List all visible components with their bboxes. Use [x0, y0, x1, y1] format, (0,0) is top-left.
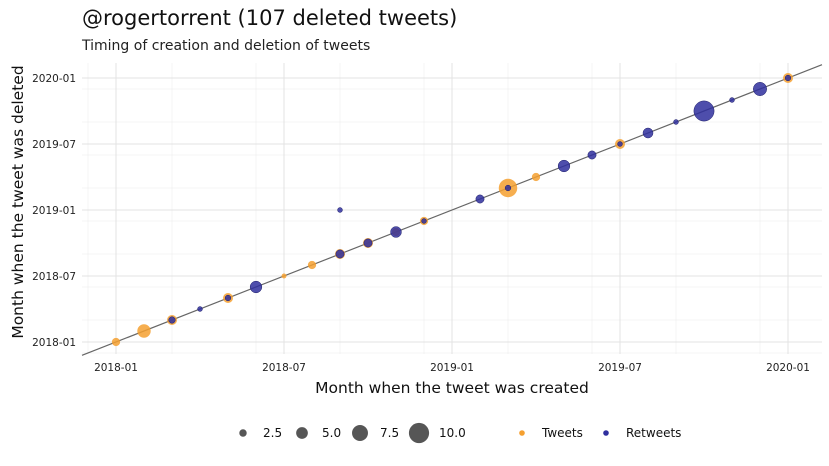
- y-axis-label: Month when the tweet was deleted: [9, 65, 27, 338]
- data-point-retweets: [729, 97, 735, 103]
- data-point-tweets: [137, 324, 151, 338]
- data-point-retweets: [335, 249, 345, 259]
- size-legend-label: 5.0: [322, 426, 341, 440]
- y-axis-ticks: 2018-01 2018-07 2019-01 2019-07 2020-01: [32, 73, 76, 349]
- data-point-retweets: [390, 226, 402, 238]
- chart-title: @rogertorrent (107 deleted tweets): [82, 6, 458, 30]
- color-legend-label: Retweets: [626, 426, 681, 440]
- data-point-retweets: [587, 150, 597, 160]
- color-legend-swatch: [603, 430, 609, 436]
- size-legend-circle: [352, 425, 368, 441]
- data-point-retweets: [504, 184, 512, 192]
- data-point-retweets: [363, 238, 373, 248]
- data-point-retweets: [753, 82, 767, 96]
- data-point-retweets: [337, 207, 343, 213]
- x-tick-label: 2018-07: [262, 362, 306, 374]
- data-point-tweets: [307, 260, 317, 270]
- x-tick-label: 2020-01: [766, 362, 810, 374]
- data-points: [111, 73, 793, 347]
- data-point-retweets: [421, 218, 427, 224]
- x-axis-label: Month when the tweet was created: [315, 379, 589, 397]
- data-point-retweets: [197, 306, 203, 312]
- series-retweets: [168, 74, 792, 324]
- data-point-tweets: [281, 273, 287, 279]
- x-tick-label: 2018-01: [94, 362, 138, 374]
- data-point-retweets: [557, 159, 571, 173]
- x-axis-ticks: 2018-01 2018-07 2019-01 2019-07 2020-01: [94, 362, 810, 374]
- data-point-retweets: [249, 280, 263, 294]
- legend: 2.5 5.0 7.5 10.0 Tweets Retweets: [239, 422, 681, 444]
- data-point-retweets: [475, 194, 485, 204]
- x-tick-label: 2019-01: [430, 362, 474, 374]
- data-point-retweets: [224, 294, 232, 302]
- x-tick-label: 2019-07: [598, 362, 642, 374]
- chart-subtitle: Timing of creation and deletion of tweet…: [82, 38, 371, 54]
- data-point-retweets: [642, 127, 654, 139]
- size-legend-label: 7.5: [380, 426, 399, 440]
- data-point-tweets: [111, 337, 121, 347]
- color-legend-swatch: [519, 430, 525, 436]
- data-point-retweets: [784, 74, 792, 82]
- data-point-retweets: [168, 316, 176, 324]
- y-tick-label: 2019-07: [32, 139, 76, 151]
- y-tick-label: 2019-01: [32, 205, 76, 217]
- y-tick-label: 2020-01: [32, 73, 76, 85]
- data-point-retweets: [617, 141, 623, 147]
- color-legend-label: Tweets: [541, 426, 583, 440]
- data-point-retweets: [673, 119, 679, 125]
- size-legend-circle: [408, 422, 430, 444]
- data-point-tweets: [531, 172, 541, 182]
- data-point-retweets: [693, 100, 715, 122]
- y-tick-label: 2018-01: [32, 337, 76, 349]
- size-legend-circle: [239, 429, 247, 437]
- size-legend-label: 2.5: [263, 426, 282, 440]
- size-legend-circle: [296, 427, 308, 439]
- size-legend-label: 10.0: [439, 426, 466, 440]
- y-tick-label: 2018-07: [32, 271, 76, 283]
